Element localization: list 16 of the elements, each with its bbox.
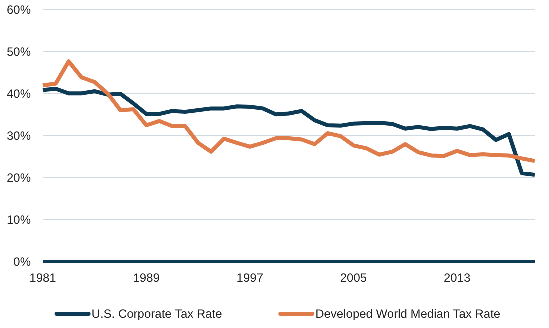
y-tick-label: 60%: [6, 3, 32, 18]
x-tick-label: 2013: [444, 271, 471, 285]
x-tick-label: 1981: [30, 271, 57, 285]
y-tick-label: 30%: [6, 129, 32, 144]
y-tick-label: 10%: [6, 213, 32, 228]
legend-label: Developed World Median Tax Rate: [316, 307, 501, 322]
x-tick-label: 1989: [133, 271, 160, 285]
x-tick-label: 1997: [236, 271, 264, 285]
x-tick-label: 2005: [340, 271, 368, 285]
line-series: [41, 86, 537, 178]
y-tick-label: 20%: [6, 171, 32, 186]
y-tick-label: 50%: [6, 45, 32, 60]
legend-label: U.S. Corporate Tax Rate: [92, 307, 223, 322]
line-series: [41, 60, 537, 164]
y-tick-label: 40%: [6, 87, 32, 102]
y-tick-label: 0%: [14, 255, 32, 270]
